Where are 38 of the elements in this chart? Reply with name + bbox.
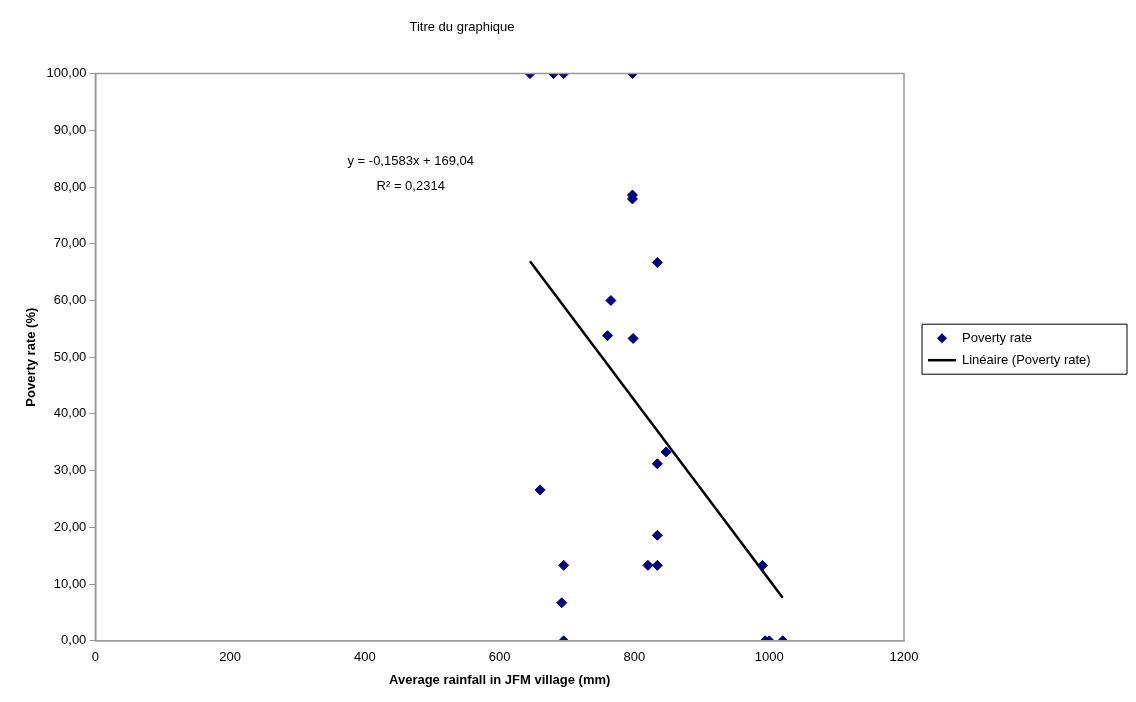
y-axis-title: Poverty rate (%) bbox=[23, 307, 39, 407]
point bbox=[756, 559, 768, 571]
y-tick-label: 90,00 bbox=[53, 121, 87, 137]
y-tick-label: 20,00 bbox=[53, 518, 87, 534]
point bbox=[556, 597, 568, 609]
x-tick-label: 200 bbox=[219, 649, 241, 665]
y-tick-label: 30,00 bbox=[53, 462, 87, 478]
y-tick-label: 10,00 bbox=[53, 575, 87, 591]
point bbox=[651, 559, 663, 571]
legend-label: Linéaire (Poverty rate) bbox=[962, 351, 1091, 367]
point bbox=[642, 559, 654, 571]
point bbox=[534, 484, 546, 496]
point bbox=[627, 332, 639, 344]
y-tick-label: 60,00 bbox=[53, 292, 87, 308]
y-tick-label: 100,00 bbox=[46, 65, 87, 81]
annotation: y = -0,1583x + 169,04 bbox=[347, 153, 474, 169]
x-tick-label: 600 bbox=[488, 649, 511, 665]
legend-label: Poverty rate bbox=[962, 329, 1033, 345]
chart-title: Titre du graphique bbox=[409, 19, 515, 35]
point bbox=[660, 446, 672, 458]
y-tick-label: 70,00 bbox=[53, 235, 87, 251]
x-tick-label: 1000 bbox=[754, 649, 784, 665]
point bbox=[651, 529, 663, 541]
x-axis-title: Average rainfall in JFM village (mm) bbox=[389, 671, 611, 687]
annotation: R² = 0,2314 bbox=[376, 178, 445, 194]
y-tick-label: 40,00 bbox=[53, 405, 87, 421]
point bbox=[651, 458, 663, 470]
y-tick-label: 50,00 bbox=[53, 348, 87, 364]
point bbox=[602, 330, 613, 342]
point bbox=[558, 559, 570, 571]
point bbox=[651, 256, 663, 268]
y-tick-label: 80,00 bbox=[53, 178, 87, 194]
x-tick-label: 800 bbox=[623, 649, 646, 665]
x-tick-label: 400 bbox=[354, 649, 376, 665]
x-tick-label: 0 bbox=[91, 649, 99, 665]
y-tick-label: 0,00 bbox=[61, 632, 87, 648]
point bbox=[605, 294, 617, 306]
x-tick-label: 1200 bbox=[889, 649, 919, 665]
